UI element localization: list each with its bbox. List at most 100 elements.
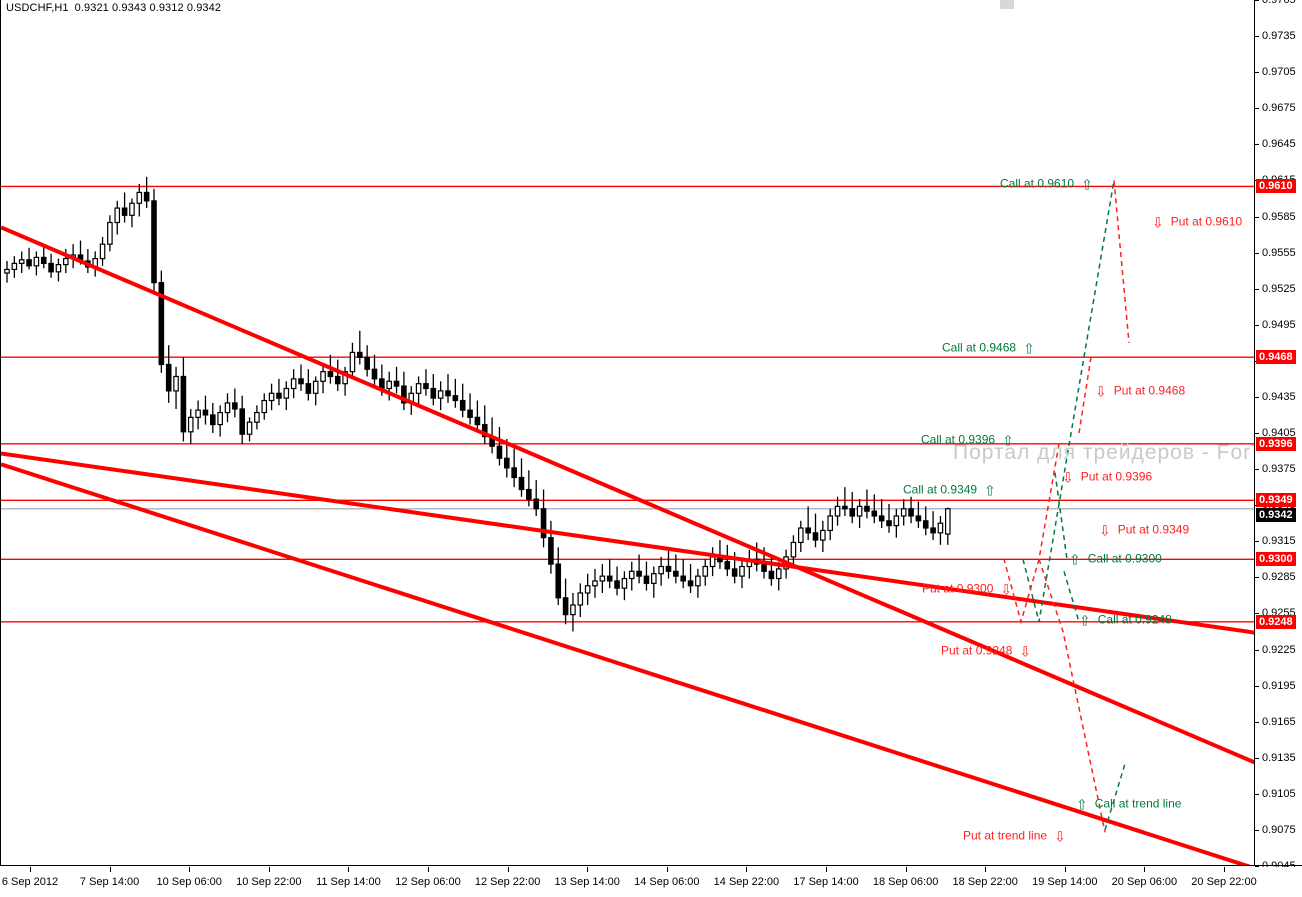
candle-body <box>599 575 606 582</box>
chart-canvas <box>1 176 1254 866</box>
candle-body <box>224 402 231 414</box>
candle-body <box>944 508 951 535</box>
call-annotation[interactable]: Call at 0.9396 ⇧ <box>921 433 1014 448</box>
price-axis-tick <box>1255 577 1259 579</box>
annotation-label: Put at 0.9610 <box>1170 214 1243 229</box>
put-annotation[interactable]: Put at 0.9248 ⇩ <box>941 644 1031 659</box>
candle-body <box>643 575 650 584</box>
candle-body <box>298 378 304 385</box>
annotation-label: Put at 0.9349 <box>1117 522 1190 537</box>
time-axis[interactable]: 6 Sep 2012 7 Sep 14:00 10 Sep 06:00 10 Sep … <box>0 867 1302 897</box>
arrow-down-icon: ⇩ <box>1000 581 1013 598</box>
current-price-badge[interactable]: 0.9342 <box>1256 507 1296 522</box>
forecast-call-leg-main <box>1022 180 1115 623</box>
candle-body <box>761 563 767 572</box>
time-axis-tick <box>348 867 350 872</box>
candle-body <box>55 264 62 273</box>
candle-body <box>878 515 885 522</box>
time-axis-tick <box>109 867 111 872</box>
annotation-label: Put at 0.9468 <box>1113 383 1186 398</box>
call-annotation[interactable]: ⇧ Call at 0.9248 <box>1079 613 1172 628</box>
candle-body <box>180 375 187 433</box>
price-axis-tick <box>1255 469 1259 471</box>
put-annotation[interactable]: ⇩ Put at 0.9610 <box>1152 215 1242 230</box>
candle-body <box>33 256 40 267</box>
price-level-badge[interactable]: 0.9300 <box>1256 552 1296 567</box>
candle-body <box>445 390 451 397</box>
time-axis-tick <box>268 867 270 872</box>
price-axis-tick <box>1255 216 1259 218</box>
candle-body <box>202 409 209 416</box>
price-axis-label: 0.9735 <box>1262 30 1296 43</box>
call-annotation[interactable]: Call at 0.9468 ⇧ <box>942 341 1035 356</box>
price-axis-label: 0.9555 <box>1262 246 1296 259</box>
candle-body <box>239 408 246 435</box>
annotation-label: Put at 0.9300 <box>922 581 994 596</box>
call-annotation[interactable]: ⇧ Call at 0.9300 <box>1069 552 1162 567</box>
arrow-up-icon: ⇧ <box>1069 551 1081 568</box>
price-level-badge[interactable]: 0.9248 <box>1256 614 1296 629</box>
candle-body <box>658 565 664 575</box>
candle-body <box>739 565 745 577</box>
candle-body <box>342 371 348 385</box>
price-level-badge[interactable]: 0.9396 <box>1256 436 1296 451</box>
candle-body <box>937 522 944 534</box>
candle-body <box>724 561 731 570</box>
candle-body <box>210 414 216 426</box>
time-axis-tick <box>1064 867 1066 872</box>
candle-body <box>452 395 459 402</box>
put-annotation[interactable]: ⇩ Put at 0.9349 <box>1099 523 1189 538</box>
price-axis-tick <box>1255 396 1259 398</box>
candle-body <box>121 207 128 216</box>
trend-line-mid-channel[interactable] <box>1 451 1254 635</box>
candle-body <box>834 505 841 517</box>
time-axis-label: 14 Sep 06:00 <box>634 876 700 888</box>
put-annotation[interactable]: ⇩ Put at 0.9468 <box>1095 384 1185 399</box>
price-axis-label: 0.9585 <box>1262 210 1296 223</box>
price-level-badge[interactable]: 0.9349 <box>1256 493 1296 508</box>
price-axis-label: 0.9765 <box>1262 0 1296 6</box>
call-annotation[interactable]: Call at 0.9610 ⇧ <box>1000 177 1093 192</box>
annotation-label: Put at 0.9396 <box>1080 469 1153 484</box>
price-level-badge[interactable]: 0.9468 <box>1256 350 1296 365</box>
candle-body <box>930 527 936 534</box>
call-annotation[interactable]: ⇧ Call at trend line <box>1076 797 1181 812</box>
arrow-up-icon: ⇧ <box>1023 340 1035 357</box>
candle-body <box>504 457 510 469</box>
candle-body <box>768 570 775 580</box>
put-annotation[interactable]: Put at 0.9300 ⇩ <box>922 582 1012 597</box>
put-annotation[interactable]: ⇩ Put at 0.9396 <box>1062 470 1152 485</box>
arrow-down-icon: ⇩ <box>1054 828 1066 845</box>
candle-body <box>415 383 422 394</box>
annotation-label: Call at 0.9610 <box>1000 176 1075 191</box>
candle-body <box>62 257 69 266</box>
candle-body <box>555 563 562 599</box>
price-axis-tick <box>1255 433 1259 434</box>
candle-body <box>614 580 620 589</box>
time-axis-tick <box>826 867 827 872</box>
chart-scroll-marker[interactable] <box>1000 0 1014 9</box>
price-axis-label: 0.9285 <box>1262 571 1296 584</box>
candle-body <box>26 259 32 267</box>
candle-body <box>584 585 591 594</box>
candle-body <box>327 371 334 378</box>
trend-line-upper-channel[interactable] <box>1 225 1254 765</box>
candle-body <box>217 411 223 426</box>
candle-body <box>151 200 157 284</box>
price-axis-label: 0.9165 <box>1262 715 1296 728</box>
put-annotation[interactable]: Put at trend line ⇩ <box>963 829 1066 844</box>
trend-line-lower-channel[interactable] <box>1 462 1254 866</box>
chart-plot-area[interactable] <box>0 0 1254 866</box>
price-level-badge[interactable]: 0.9610 <box>1256 179 1296 194</box>
price-axis-tick <box>1255 0 1259 1</box>
candle-body <box>665 565 672 572</box>
candle-body <box>908 508 914 517</box>
time-axis-tick <box>666 867 668 872</box>
price-axis-tick <box>1255 613 1259 615</box>
call-annotation[interactable]: Call at 0.9349 ⇧ <box>903 483 996 498</box>
price-axis[interactable]: 0.97650.97350.97050.96750.96450.96150.95… <box>1254 0 1302 872</box>
annotation-label: Call at 0.9349 <box>903 482 978 497</box>
candle-body <box>577 592 584 606</box>
price-axis-tick <box>1255 866 1259 867</box>
candle-body <box>871 510 878 517</box>
